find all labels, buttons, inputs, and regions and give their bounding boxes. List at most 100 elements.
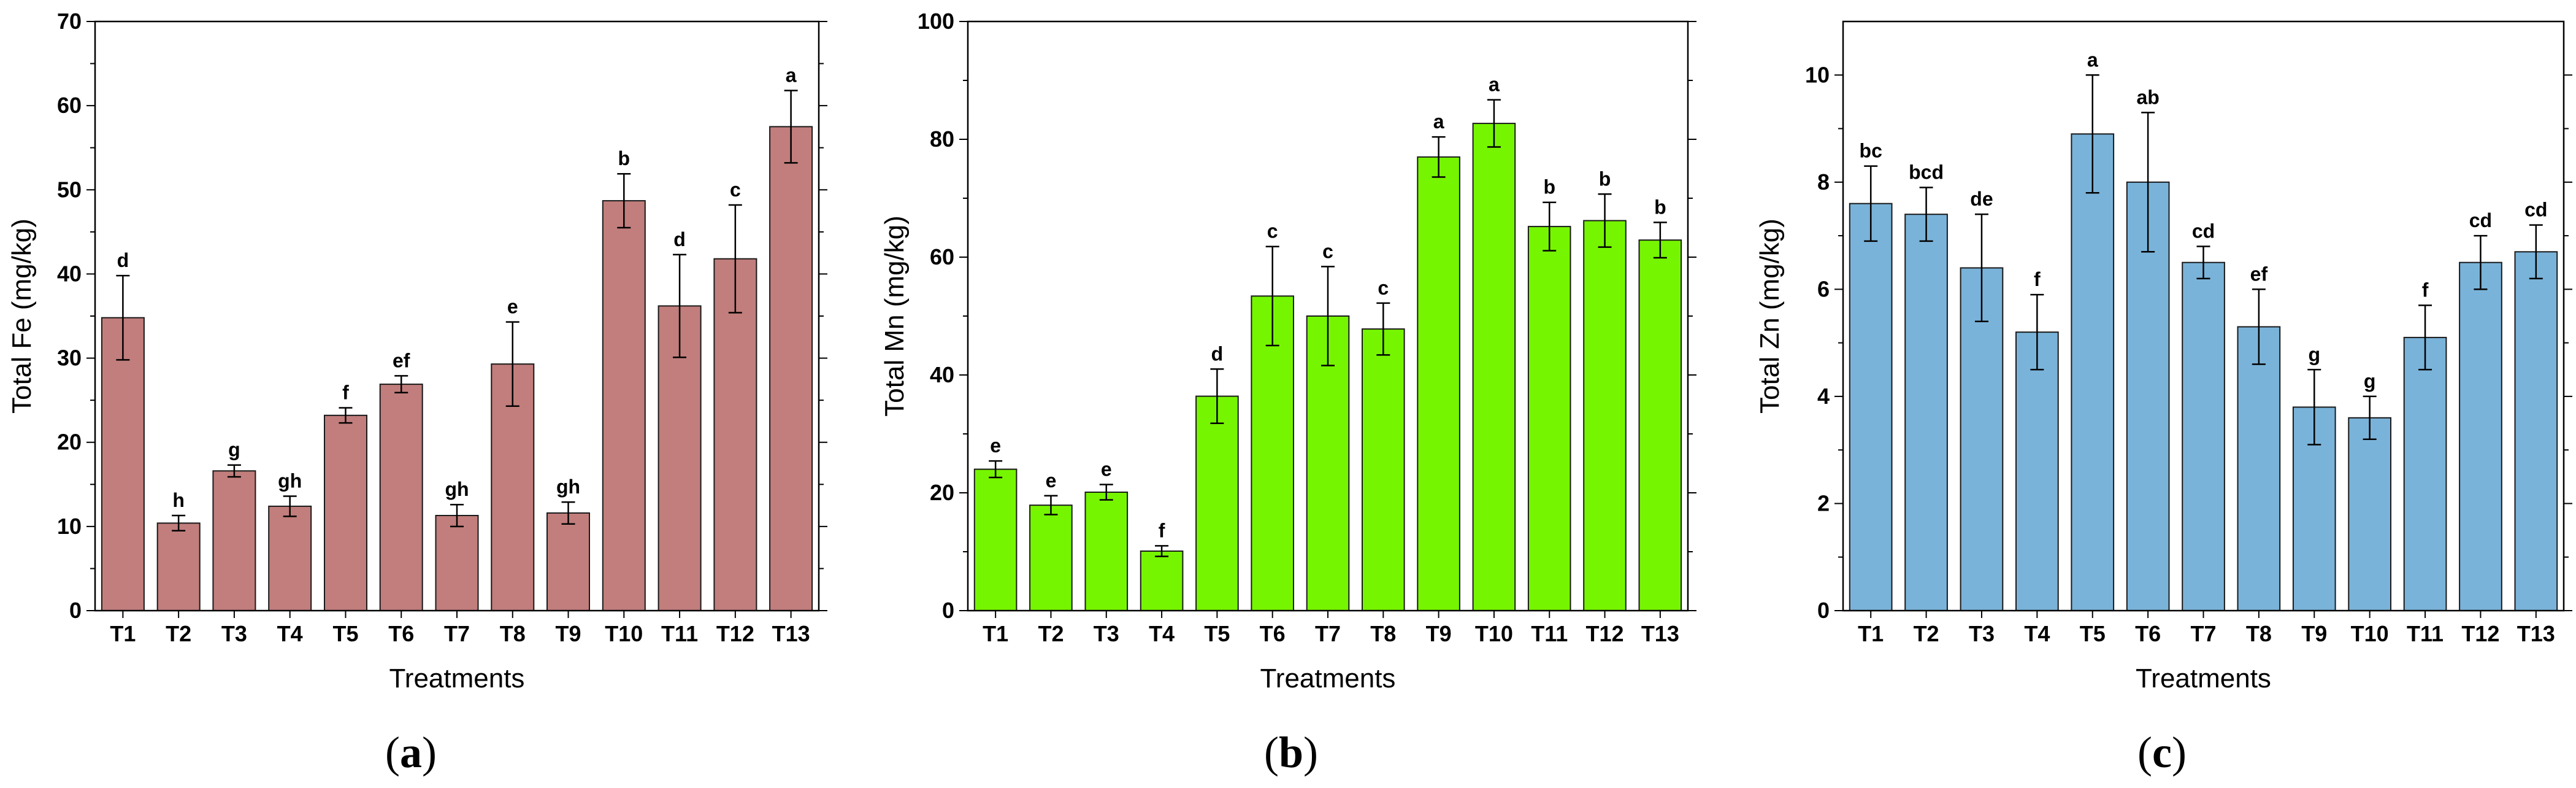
- y-tick-label: 70: [57, 9, 82, 34]
- x-tick-label: T1: [983, 621, 1008, 646]
- y-tick-label: 60: [930, 244, 954, 269]
- significance-letter: d: [673, 228, 686, 250]
- x-tick-label: T11: [1531, 621, 1568, 646]
- significance-letter: e: [1046, 469, 1057, 492]
- bar-T5: [324, 414, 367, 611]
- significance-letter: g: [2364, 370, 2376, 392]
- y-tick-label: 0: [69, 598, 82, 623]
- x-tick-label: T13: [772, 621, 810, 646]
- bar-T10: [2348, 417, 2392, 611]
- x-axis-title: Treatments: [2136, 663, 2271, 693]
- x-tick-label: T7: [1315, 621, 1341, 646]
- panel-label-letter: a: [400, 728, 422, 777]
- x-tick-label: T1: [110, 621, 136, 646]
- x-tick-label: T4: [277, 621, 303, 646]
- x-tick-label: T12: [1586, 621, 1624, 646]
- significance-letter: gh: [445, 478, 469, 500]
- bar-T3: [1960, 267, 2004, 611]
- significance-letter: a: [1489, 74, 1500, 96]
- x-tick-label: T6: [1260, 621, 1286, 646]
- chart-panel-b: e T1 e T2 e T3 f T4 d T5 c T6 c T7 c T8 a T9 a T10 b T11 b T12 b…: [880, 9, 1696, 777]
- y-tick-label: 20: [930, 480, 954, 505]
- x-tick-label: T8: [1370, 621, 1396, 646]
- bar-T1: [1849, 203, 1893, 611]
- x-tick-label: T9: [1426, 621, 1452, 646]
- significance-letter: e: [990, 435, 1001, 457]
- plot-frame: [94, 20, 820, 612]
- bar-T4: [1140, 550, 1184, 611]
- significance-letter: a: [786, 64, 797, 87]
- x-tick-label: T3: [1094, 621, 1119, 646]
- significance-letter: f: [342, 382, 349, 404]
- y-tick-label: 60: [57, 93, 82, 118]
- bar-T7: [2182, 261, 2225, 611]
- x-tick-label: T5: [332, 621, 358, 646]
- bar-T6: [379, 384, 423, 611]
- y-tick-label: 4: [1817, 384, 1830, 409]
- significance-letter: cd: [2192, 220, 2215, 242]
- x-tick-label: T5: [2080, 621, 2106, 646]
- x-tick-label: T12: [2461, 621, 2499, 646]
- bar-T5: [1195, 395, 1239, 611]
- significance-letter: c: [1267, 220, 1278, 242]
- x-tick-label: T8: [500, 621, 526, 646]
- bar-T13: [1638, 239, 1682, 611]
- bar-T12: [713, 258, 757, 611]
- x-tick-label: T10: [1475, 621, 1513, 646]
- significance-letter: f: [1159, 519, 1165, 541]
- y-tick-label: 40: [57, 261, 82, 286]
- x-tick-label: T7: [444, 621, 470, 646]
- significance-letter: bcd: [1909, 161, 1944, 183]
- bar-T11: [1527, 226, 1571, 612]
- significance-letter: gh: [556, 476, 580, 498]
- x-tick-label: T6: [388, 621, 414, 646]
- significance-letter: c: [1322, 240, 1333, 262]
- x-tick-label: T4: [2024, 621, 2050, 646]
- bar-T12: [1583, 220, 1627, 611]
- y-tick-label: 40: [930, 362, 954, 387]
- x-tick-label: T11: [2407, 621, 2444, 646]
- y-tick-label: 50: [57, 177, 82, 202]
- bar-T9: [546, 512, 590, 612]
- significance-letter: a: [1433, 110, 1444, 133]
- bar-T1: [973, 468, 1018, 611]
- significance-letter: f: [2422, 279, 2429, 301]
- y-tick-label: 30: [57, 346, 82, 371]
- panel-label: (a): [385, 728, 437, 777]
- y-axis-title: Total Mn (mg/kg): [880, 215, 910, 417]
- x-tick-label: T7: [2190, 621, 2216, 646]
- bar-T7: [435, 515, 479, 611]
- significance-letter: d: [1211, 342, 1224, 365]
- bar-T1: [101, 317, 145, 611]
- significance-letter: cd: [2469, 209, 2492, 231]
- x-tick-label: T2: [1914, 621, 1939, 646]
- bar-T11: [2403, 336, 2447, 612]
- plot-frame: [1842, 20, 2565, 612]
- y-tick-label: 20: [57, 430, 82, 455]
- x-tick-label: T6: [2135, 621, 2161, 646]
- significance-letter: gh: [278, 470, 302, 492]
- bar-T8: [1362, 328, 1405, 611]
- bar-T8: [2237, 326, 2281, 611]
- bar-T6: [2126, 181, 2170, 611]
- significance-letter: ab: [2136, 86, 2159, 108]
- x-tick-label: T2: [1038, 621, 1064, 646]
- x-tick-label: T9: [556, 621, 581, 646]
- y-tick-label: 100: [918, 9, 954, 34]
- significance-letter: de: [1970, 188, 1993, 210]
- y-axis-title: Total Fe (mg/kg): [7, 218, 37, 414]
- x-axis-title: Treatments: [1260, 663, 1396, 693]
- x-tick-label: T13: [2517, 621, 2555, 646]
- y-tick-label: 8: [1817, 169, 1830, 195]
- significance-letter: b: [1654, 196, 1666, 218]
- bar-T2: [156, 522, 201, 612]
- x-tick-label: T11: [661, 621, 698, 646]
- y-tick-label: 2: [1817, 490, 1830, 516]
- significance-letter: d: [117, 249, 129, 271]
- bar-T2: [1904, 214, 1948, 611]
- bar-T5: [2071, 133, 2115, 612]
- bar-T13: [769, 126, 813, 611]
- significance-letter: a: [2087, 48, 2098, 71]
- chart-panel-a: d T1 h T2 g T3 gh T4 f T5 ef T6 gh T7 e T8 gh T9 b T10 d T11 c…: [7, 9, 827, 777]
